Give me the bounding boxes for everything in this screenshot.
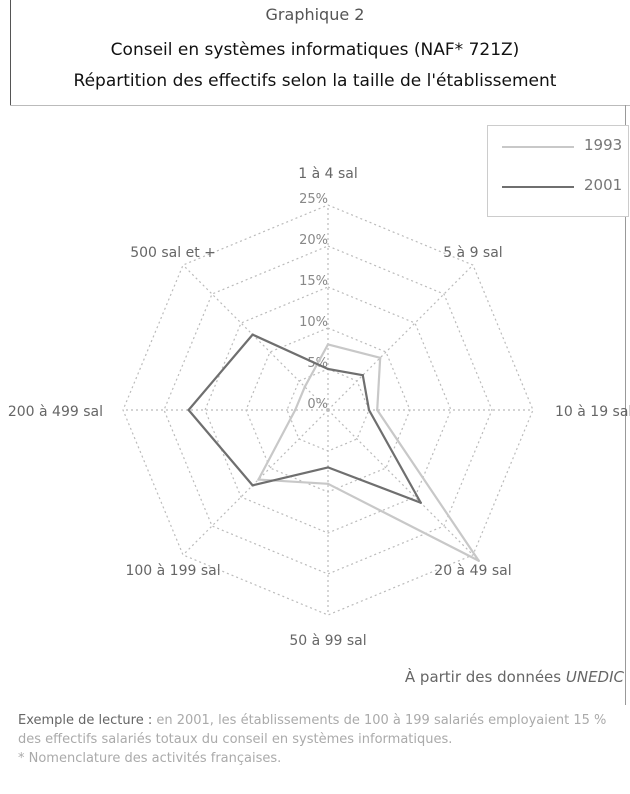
source-prefix: À partir des données — [404, 668, 566, 686]
category-label: 500 sal et + — [130, 245, 216, 261]
footnote: * Nomenclature des activités françaises. — [18, 751, 282, 766]
chart-title: Conseil en systèmes informatiques (NAF* … — [110, 40, 520, 60]
data-point-1993 — [477, 559, 480, 562]
chart-subtitle: Répartition des effectifs selon la taill… — [73, 71, 557, 91]
data-point-1993 — [294, 408, 297, 412]
grid-spoke — [327, 409, 474, 556]
source-note: À partir des données UNEDIC — [405, 668, 624, 686]
header-divider — [10, 105, 630, 106]
legend-label-2001: 2001 — [584, 176, 623, 194]
tick-label: 15% — [299, 274, 328, 289]
category-label: 100 à 199 sal — [125, 563, 220, 579]
data-point-1993 — [326, 482, 330, 485]
legend-label-1993: 1993 — [584, 136, 623, 154]
grid-spoke — [327, 264, 474, 411]
category-label: 1 à 4 sal — [298, 166, 358, 182]
data-point-2001 — [367, 408, 371, 412]
data-point-2001 — [419, 501, 422, 504]
data-point-2001 — [251, 333, 254, 336]
data-point-1993 — [378, 356, 382, 360]
legend-swatch-2001 — [502, 186, 574, 188]
legend: 1993 2001 — [487, 125, 629, 217]
grid-spoke — [182, 264, 329, 411]
grid-ring — [204, 286, 452, 534]
reading-example-lead: Exemple de lecture : — [18, 713, 153, 728]
data-point-1993 — [326, 343, 330, 346]
data-point-2001 — [251, 484, 254, 487]
reading-example: Exemple de lecture : en 2001, les établi… — [18, 711, 624, 768]
reading-example-text: Exemple de lecture : en 2001, les établi… — [18, 711, 624, 749]
category-label: 50 à 99 sal — [289, 633, 366, 649]
tick-label: 20% — [299, 233, 328, 248]
data-point-1993 — [303, 385, 307, 389]
legend-item-2001: 2001 — [502, 176, 622, 196]
tick-label: 0% — [307, 397, 328, 412]
data-point-2001 — [326, 367, 330, 371]
data-point-2001 — [187, 408, 190, 412]
category-label: 200 à 499 sal — [8, 404, 103, 420]
grid-spoke — [182, 409, 329, 556]
category-label: 5 à 9 sal — [443, 245, 503, 261]
reading-example-body: en 2001, les établissements de 100 à 199… — [18, 713, 607, 747]
data-point-1993 — [257, 478, 260, 481]
category-label: 20 à 49 sal — [434, 563, 511, 579]
data-point-1993 — [376, 408, 379, 412]
tick-label: 10% — [299, 315, 328, 330]
grid-ring — [122, 204, 534, 616]
source-name: UNEDIC — [565, 668, 624, 686]
legend-swatch-1993 — [502, 146, 574, 148]
frame-line — [10, 0, 11, 105]
data-point-2001 — [326, 466, 330, 469]
grid-ring — [163, 245, 493, 575]
tick-label: 25% — [299, 192, 328, 207]
data-point-2001 — [361, 374, 364, 377]
graph-number: Graphique 2 — [265, 5, 365, 24]
legend-item-1993: 1993 — [502, 136, 622, 156]
category-label: 10 à 19 sal — [555, 404, 630, 420]
frame-line — [625, 105, 626, 705]
series-line-2001 — [187, 333, 422, 504]
